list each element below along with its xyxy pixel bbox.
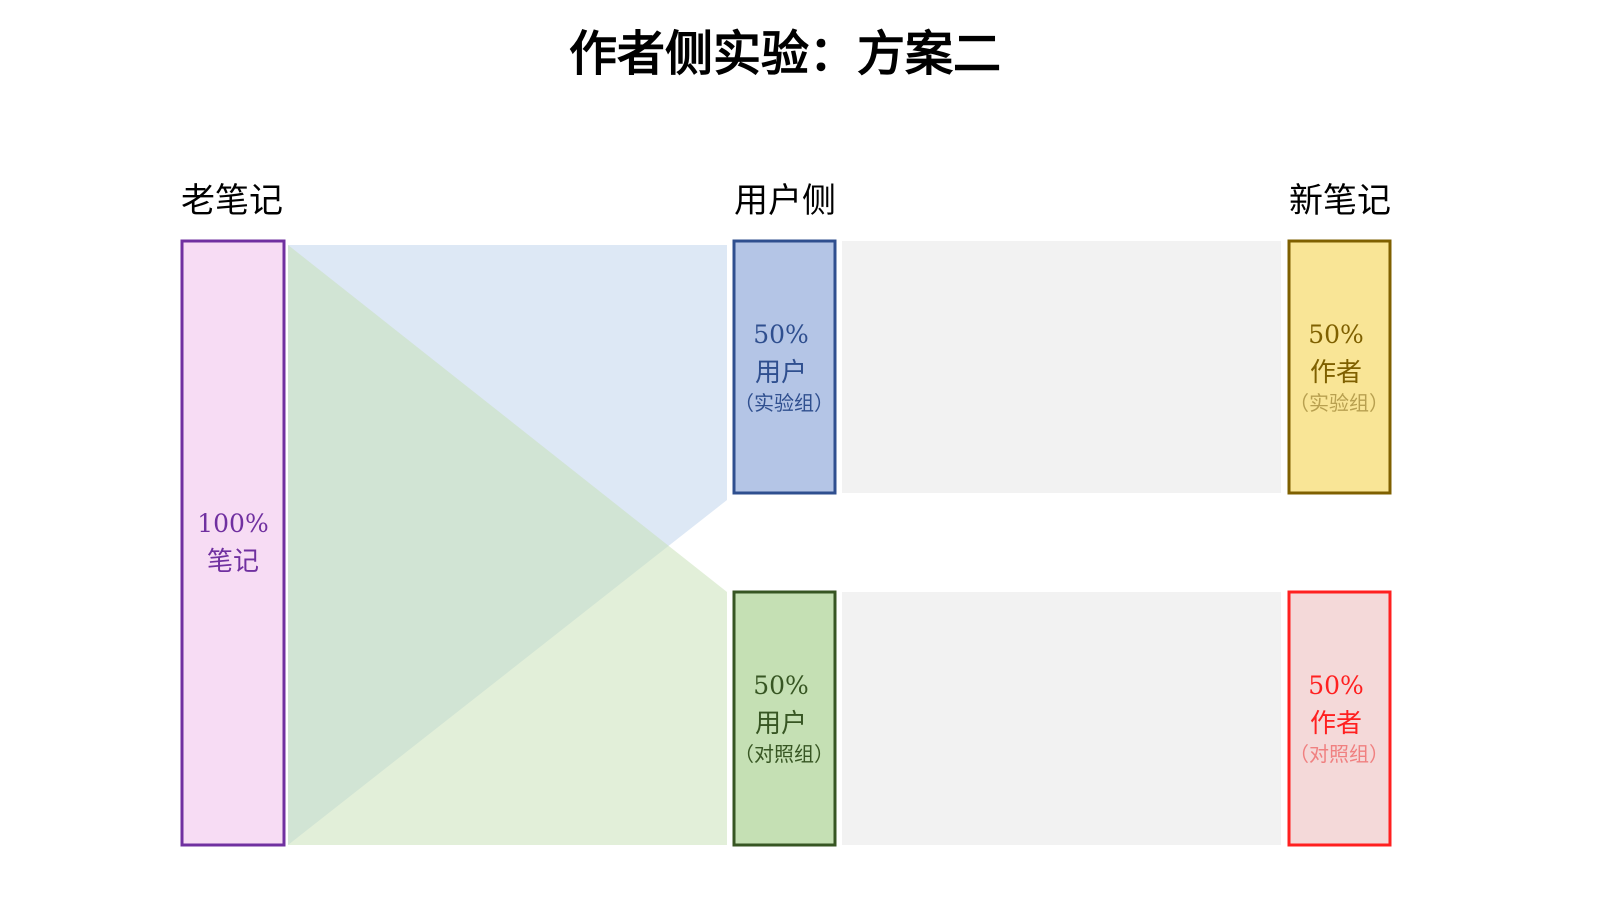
user-exp-pct: 50% xyxy=(753,320,809,349)
author-ctrl-pct: 50% xyxy=(1308,671,1364,700)
node-author-control xyxy=(1287,590,1392,847)
column-user-side: 用户侧 xyxy=(734,181,836,221)
author-exp-label: 作者 xyxy=(1310,358,1362,388)
node-author-experiment xyxy=(1287,239,1392,495)
diagram-title: 作者侧实验：方案二 xyxy=(569,26,1001,82)
node-user-control xyxy=(732,590,837,847)
user-ctrl-label: 用户 xyxy=(755,709,807,739)
flow-control-band xyxy=(842,592,1281,845)
user-exp-sub: （实验组） xyxy=(734,391,834,415)
column-new-notes: 新笔记 xyxy=(1289,181,1391,221)
user-ctrl-pct: 50% xyxy=(753,671,809,700)
flow-to-control xyxy=(288,245,727,845)
author-ctrl-label: 作者 xyxy=(1310,709,1362,739)
user-exp-label: 用户 xyxy=(755,358,807,388)
old-notes-label: 笔记 xyxy=(207,547,259,577)
old-notes-pct: 100% xyxy=(197,509,268,538)
author-ctrl-sub: （对照组） xyxy=(1289,742,1389,766)
node-old-notes xyxy=(180,239,286,847)
node-user-experiment xyxy=(732,239,837,495)
author-exp-pct: 50% xyxy=(1308,320,1364,349)
flow-experiment-band xyxy=(842,241,1281,493)
author-exp-sub: （实验组） xyxy=(1289,391,1389,415)
column-old-notes: 老笔记 xyxy=(181,181,283,221)
user-ctrl-sub: （对照组） xyxy=(734,742,834,766)
